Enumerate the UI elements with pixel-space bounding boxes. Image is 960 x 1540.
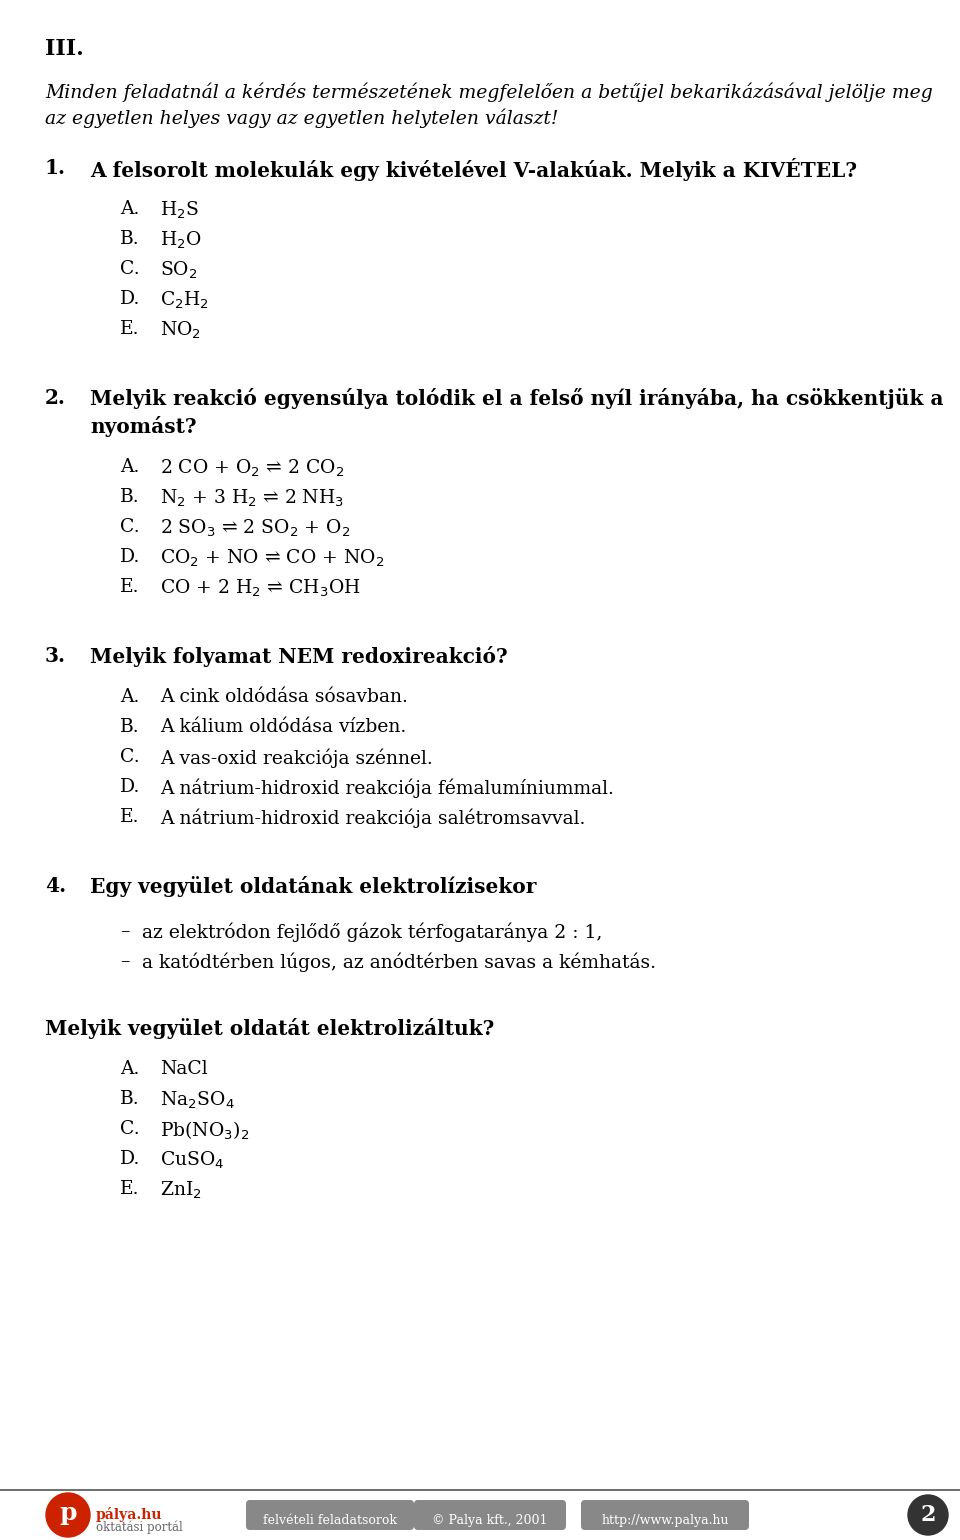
Text: Melyik vegyület oldatát elektrolizáltuk?: Melyik vegyület oldatát elektrolizáltuk?	[45, 1018, 494, 1040]
Text: C.: C.	[120, 748, 139, 765]
Text: A.: A.	[120, 457, 139, 476]
Text: D.: D.	[120, 1150, 140, 1167]
Text: E.: E.	[120, 1180, 139, 1198]
Circle shape	[908, 1495, 948, 1535]
Text: NO$_2$: NO$_2$	[160, 320, 201, 342]
Text: SO$_2$: SO$_2$	[160, 260, 198, 282]
Text: A vas-oxid reakciója szénnel.: A vas-oxid reakciója szénnel.	[160, 748, 433, 767]
Text: Melyik reakció egyensúlya tolódik el a felső nyíl irányába, ha csökkentjük a: Melyik reakció egyensúlya tolódik el a f…	[90, 388, 944, 410]
Text: E.: E.	[120, 320, 139, 337]
Text: A.: A.	[120, 200, 139, 219]
Text: oktatási portál: oktatási portál	[96, 1522, 182, 1534]
Text: © Palya kft., 2001: © Palya kft., 2001	[432, 1514, 548, 1528]
Text: A.: A.	[120, 688, 139, 705]
FancyBboxPatch shape	[246, 1500, 414, 1531]
Text: 1.: 1.	[45, 159, 66, 179]
Text: –: –	[120, 952, 130, 970]
Text: 2 CO + O$_2$ ⇌ 2 CO$_2$: 2 CO + O$_2$ ⇌ 2 CO$_2$	[160, 457, 345, 479]
Text: a katódtérben lúgos, az anódtérben savas a kémhatás.: a katódtérben lúgos, az anódtérben savas…	[142, 952, 656, 972]
Text: p: p	[60, 1502, 77, 1525]
Text: A.: A.	[120, 1060, 139, 1078]
Text: B.: B.	[120, 488, 139, 507]
Text: 2 SO$_3$ ⇌ 2 SO$_2$ + O$_2$: 2 SO$_3$ ⇌ 2 SO$_2$ + O$_2$	[160, 517, 350, 539]
Text: ZnI$_2$: ZnI$_2$	[160, 1180, 202, 1201]
Text: 4.: 4.	[45, 876, 66, 896]
Text: Melyik folyamat NEM redoxireakció?: Melyik folyamat NEM redoxireakció?	[90, 645, 508, 667]
Text: H$_2$O: H$_2$O	[160, 229, 202, 251]
Text: C.: C.	[120, 517, 139, 536]
Text: NaCl: NaCl	[160, 1060, 207, 1078]
Text: N$_2$ + 3 H$_2$ ⇌ 2 NH$_3$: N$_2$ + 3 H$_2$ ⇌ 2 NH$_3$	[160, 488, 345, 510]
Text: 2: 2	[921, 1505, 936, 1526]
Text: nyomást?: nyomást?	[90, 416, 197, 437]
Text: A kálium oldódása vízben.: A kálium oldódása vízben.	[160, 718, 406, 736]
Text: CO + 2 H$_2$ ⇌ CH$_3$OH: CO + 2 H$_2$ ⇌ CH$_3$OH	[160, 578, 361, 599]
Text: C.: C.	[120, 1120, 139, 1138]
Text: B.: B.	[120, 718, 139, 736]
Circle shape	[46, 1492, 90, 1537]
Text: felvételi feladatsorok: felvételi feladatsorok	[263, 1514, 397, 1528]
Text: E.: E.	[120, 808, 139, 825]
Text: III.: III.	[45, 38, 84, 60]
Text: B.: B.	[120, 1090, 139, 1107]
FancyBboxPatch shape	[581, 1500, 749, 1531]
Text: D.: D.	[120, 290, 140, 308]
Text: A felsorolt molekulák egy kivételével V-alakúak. Melyik a KIVÉTEL?: A felsorolt molekulák egy kivételével V-…	[90, 159, 857, 182]
Text: A nátrium-hidroxid reakciója salétromsavval.: A nátrium-hidroxid reakciója salétromsav…	[160, 808, 586, 827]
Text: CuSO$_4$: CuSO$_4$	[160, 1150, 225, 1172]
FancyBboxPatch shape	[414, 1500, 566, 1531]
Text: C$_2$H$_2$: C$_2$H$_2$	[160, 290, 209, 311]
Text: A nátrium-hidroxid reakciója fémalumíniummal.: A nátrium-hidroxid reakciója fémalumíniu…	[160, 778, 613, 798]
Text: 3.: 3.	[45, 645, 66, 665]
Text: D.: D.	[120, 548, 140, 567]
Text: az elektródon fejlődő gázok térfogataránya 2 : 1,: az elektródon fejlődő gázok térfogatarán…	[142, 922, 602, 941]
Text: Na$_2$SO$_4$: Na$_2$SO$_4$	[160, 1090, 234, 1112]
Text: 2.: 2.	[45, 388, 66, 408]
Text: Pb(NO$_3$)$_2$: Pb(NO$_3$)$_2$	[160, 1120, 250, 1143]
Text: E.: E.	[120, 578, 139, 596]
Text: A cink oldódása sósavban.: A cink oldódása sósavban.	[160, 688, 408, 705]
Text: Egy vegyület oldatának elektrolízisekor: Egy vegyület oldatának elektrolízisekor	[90, 876, 537, 896]
Text: az egyetlen helyes vagy az egyetlen helytelen választ!: az egyetlen helyes vagy az egyetlen hely…	[45, 108, 559, 128]
Text: CO$_2$ + NO ⇌ CO + NO$_2$: CO$_2$ + NO ⇌ CO + NO$_2$	[160, 548, 384, 570]
Text: B.: B.	[120, 229, 139, 248]
Text: –: –	[120, 922, 130, 939]
Text: H$_2$S: H$_2$S	[160, 200, 199, 222]
Text: C.: C.	[120, 260, 139, 279]
Text: http://www.palya.hu: http://www.palya.hu	[601, 1514, 729, 1528]
Text: D.: D.	[120, 778, 140, 796]
Text: Minden feladatnál a kérdés természetének megfelelően a betűjel bekarikázásával j: Minden feladatnál a kérdés természetének…	[45, 82, 933, 102]
Text: pálya.hu: pálya.hu	[96, 1508, 162, 1522]
